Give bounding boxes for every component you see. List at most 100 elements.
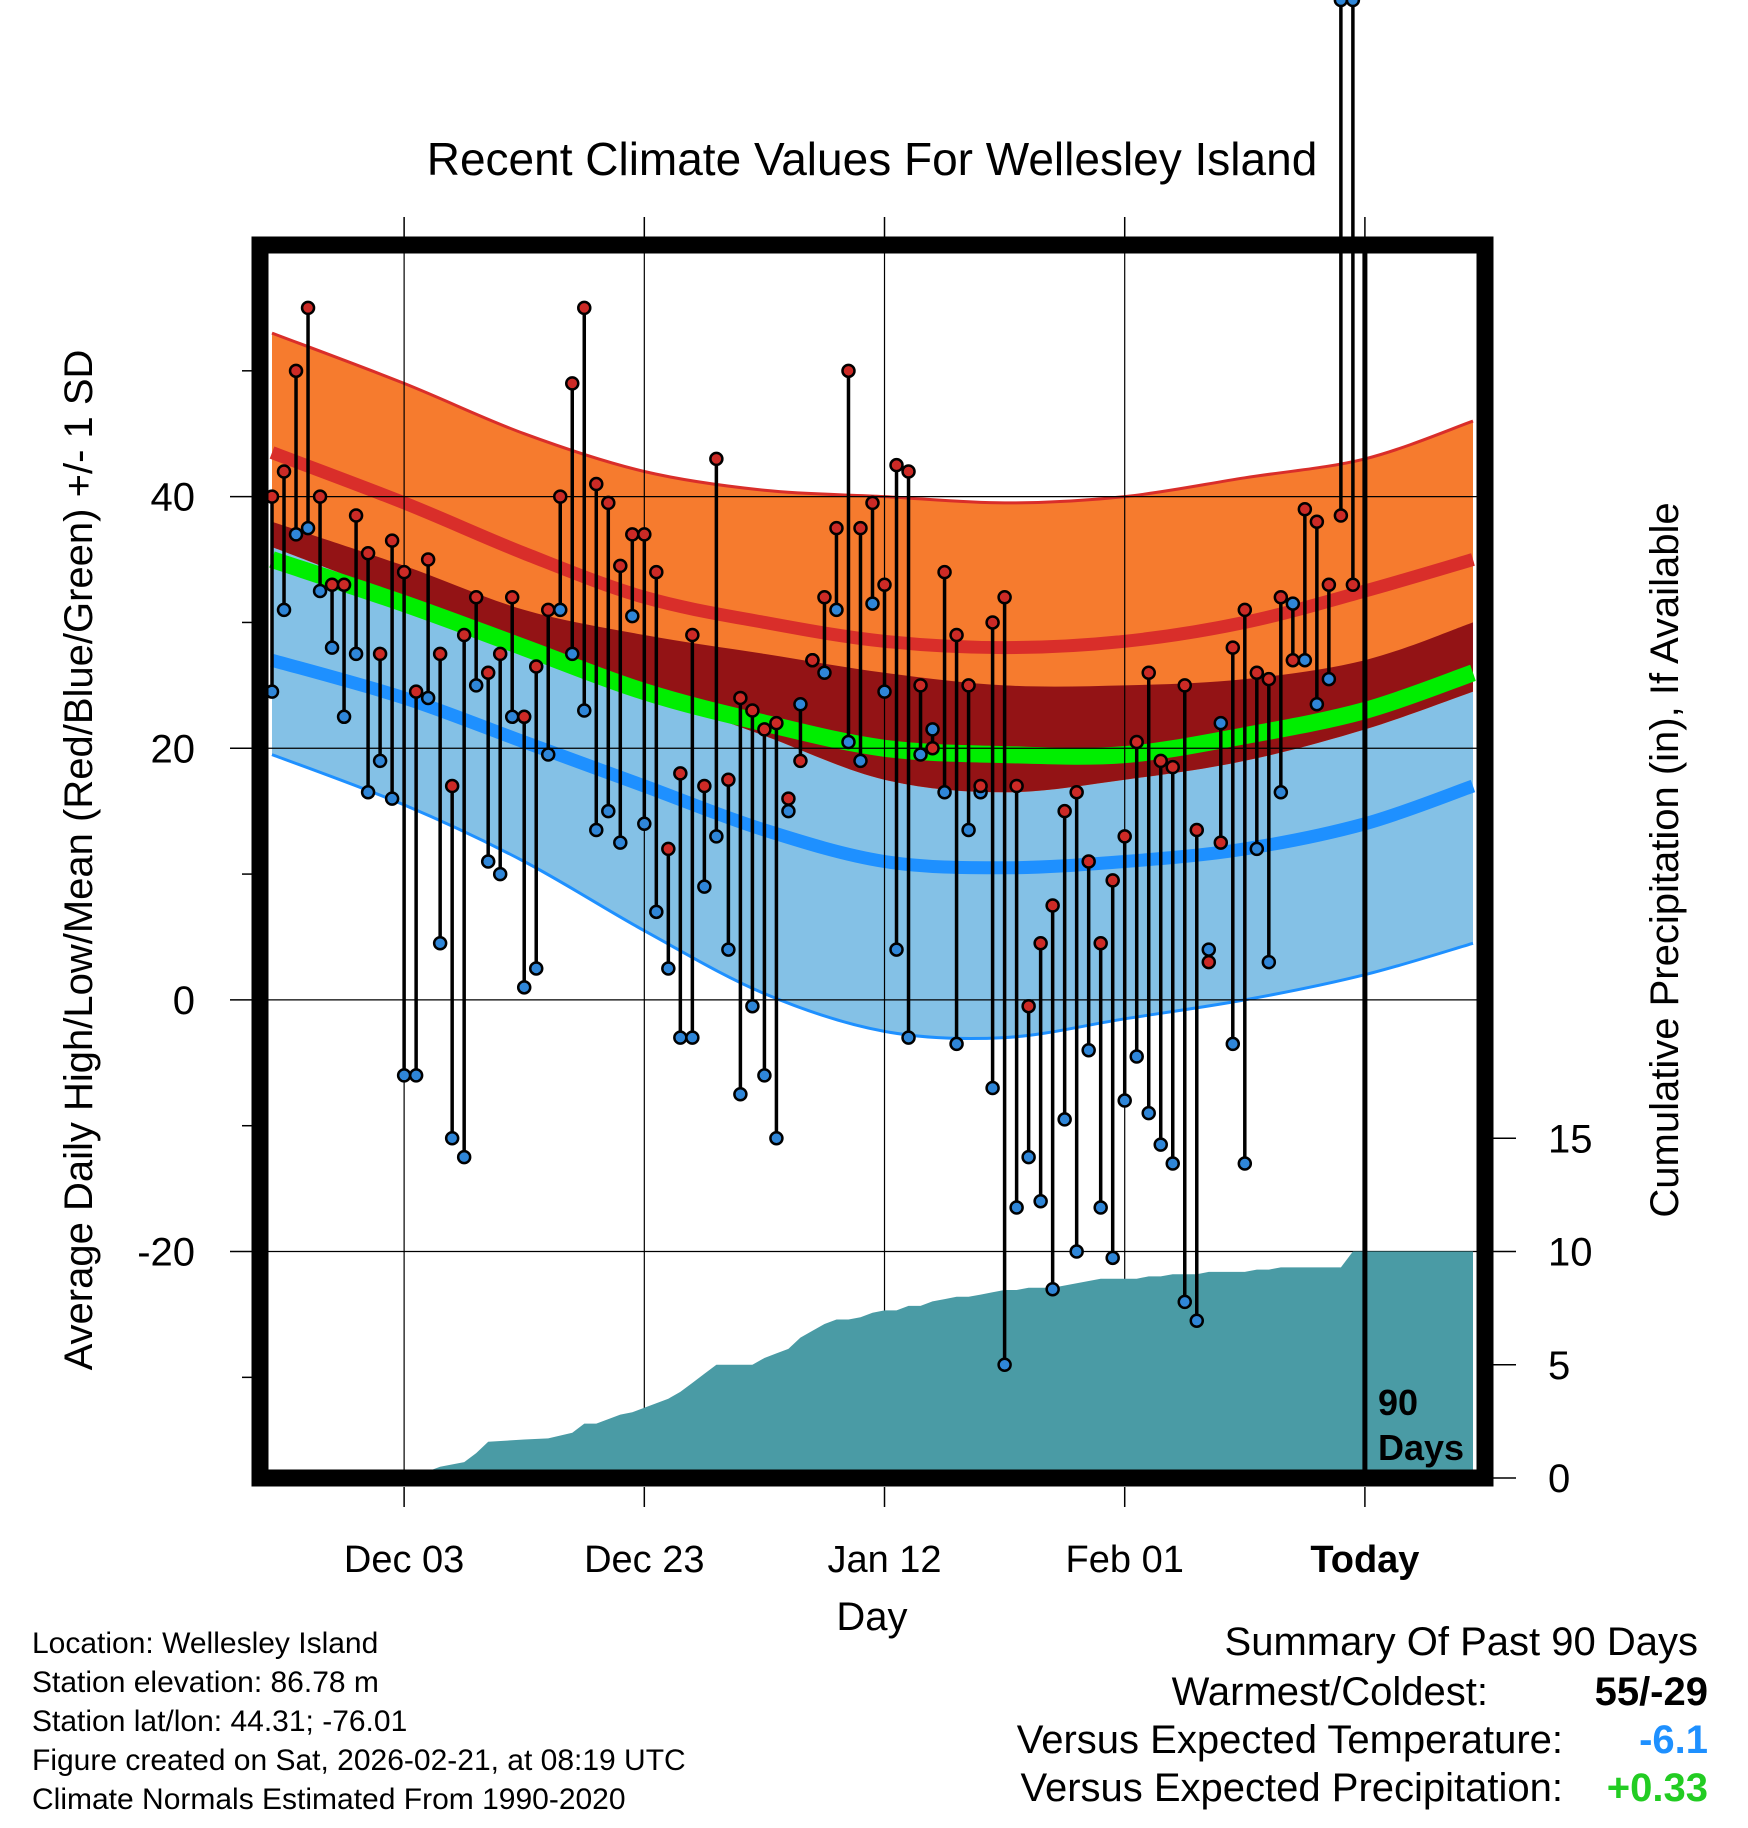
high-normal-line bbox=[269, 446, 1475, 655]
plot-frame bbox=[251, 236, 1494, 1487]
y-tick-label-left: 40 bbox=[151, 476, 196, 520]
daily-low-point bbox=[1093, 1200, 1108, 1215]
x-tick-label: Feb 01 bbox=[1066, 1539, 1184, 1581]
daily-low-point bbox=[901, 1030, 916, 1045]
y-tick-label-right: 0 bbox=[1548, 1457, 1570, 1501]
daily-high-point bbox=[913, 678, 928, 693]
daily-high-point bbox=[1177, 678, 1193, 693]
daily-low-point bbox=[997, 1357, 1012, 1373]
daily-high-point bbox=[360, 546, 376, 561]
daily-low-point bbox=[372, 753, 388, 769]
daily-low-point bbox=[913, 747, 928, 762]
y-tick-label-left: -20 bbox=[137, 1231, 195, 1275]
daily-low-point bbox=[841, 734, 856, 750]
daily-high-point bbox=[444, 778, 460, 794]
daily-high-point bbox=[949, 627, 964, 643]
daily-low-point bbox=[673, 1030, 688, 1045]
daily-high-point bbox=[613, 558, 628, 574]
daily-low-point bbox=[829, 602, 844, 618]
daily-low-point bbox=[1225, 1036, 1241, 1052]
y-tick-label-right: 5 bbox=[1548, 1344, 1570, 1388]
x-tick-label: Dec 03 bbox=[344, 1539, 464, 1581]
daily-low-point bbox=[853, 753, 868, 769]
daily-high-point bbox=[865, 495, 880, 511]
daily-high-point bbox=[1153, 753, 1168, 769]
daily-low-point bbox=[601, 803, 616, 819]
daily-high-point bbox=[1117, 829, 1132, 844]
daily-high-point bbox=[1033, 936, 1048, 951]
daily-low-point bbox=[589, 822, 604, 838]
cumulative-precip-area bbox=[272, 1251, 1473, 1478]
daily-high-point bbox=[1165, 759, 1180, 775]
chart-title: Recent Climate Values For Wellesley Isla… bbox=[427, 133, 1318, 185]
daily-high-point bbox=[697, 778, 712, 794]
daily-low-point bbox=[685, 1030, 700, 1045]
daily-high-point bbox=[276, 464, 292, 479]
daily-low-point bbox=[1237, 1156, 1253, 1171]
daily-low-point bbox=[540, 747, 556, 762]
daily-range-stems bbox=[270, 0, 1355, 1365]
daily-low-point bbox=[937, 785, 952, 800]
daily-high-point bbox=[1237, 602, 1253, 618]
axes: Dec 03 Dec 23 Jan 12 Feb 01 Today -20 0 20 40 0 5 1… bbox=[137, 217, 1593, 1581]
x-axis-label: Day bbox=[836, 1595, 907, 1639]
daily-low-point bbox=[985, 1080, 1000, 1096]
daily-high-point bbox=[552, 489, 568, 504]
daily-high-point bbox=[372, 646, 388, 662]
summary-temp-label: Versus Expected Temperature: bbox=[1016, 1718, 1563, 1762]
daily-high-point bbox=[769, 715, 784, 731]
info-normals: Climate Normals Estimated From 1990-2020 bbox=[32, 1783, 626, 1816]
daily-low-point bbox=[889, 942, 904, 957]
daily-high-point bbox=[733, 690, 748, 706]
daily-high-point bbox=[516, 709, 532, 725]
low-normal-line bbox=[270, 653, 1476, 875]
y-tick-label-left: 0 bbox=[173, 979, 195, 1023]
daily-low-point bbox=[661, 961, 676, 976]
info-elevation: Station elevation: 86.78 m bbox=[32, 1666, 379, 1699]
mean-normal-line bbox=[269, 551, 1476, 765]
daily-high-point bbox=[1201, 954, 1217, 970]
daily-high-point bbox=[565, 376, 580, 391]
summary-temp-value: -6.1 bbox=[1639, 1718, 1708, 1762]
daily-high-point bbox=[336, 577, 352, 592]
daily-low-point bbox=[516, 980, 532, 995]
daily-high-point bbox=[829, 520, 844, 536]
daily-low-point bbox=[949, 1036, 964, 1052]
daily-low-point bbox=[649, 904, 664, 920]
daily-high-point bbox=[1285, 652, 1301, 668]
daily-low-point bbox=[1309, 696, 1325, 712]
y-tick-label-left: 20 bbox=[151, 727, 196, 771]
daily-low-point bbox=[1333, 0, 1349, 8]
daily-high-point bbox=[1009, 778, 1024, 794]
daily-low-point bbox=[324, 640, 340, 655]
daily-high-point bbox=[901, 464, 916, 479]
daily-low-point bbox=[480, 854, 496, 869]
daily-high-point bbox=[1093, 936, 1108, 951]
daily-high-point bbox=[637, 527, 652, 542]
daily-high-point bbox=[745, 703, 760, 718]
daily-low-point bbox=[468, 678, 484, 693]
daily-high-point bbox=[1045, 898, 1060, 913]
today-label-line1: 90 bbox=[1378, 1382, 1418, 1423]
daily-high-point bbox=[1309, 514, 1325, 530]
daily-high-point bbox=[937, 564, 952, 580]
daily-low-point bbox=[1345, 0, 1361, 8]
y-tick-label-right: 10 bbox=[1548, 1231, 1593, 1275]
daily-high-point bbox=[673, 766, 688, 781]
daily-high-point bbox=[577, 300, 592, 316]
y-tick-label-right: 15 bbox=[1548, 1117, 1593, 1161]
daily-low-point bbox=[1045, 1282, 1060, 1297]
daily-high-point bbox=[456, 627, 472, 643]
daily-high-point bbox=[1129, 734, 1144, 750]
daily-high-point bbox=[589, 476, 604, 492]
daily-low-point bbox=[1297, 652, 1313, 668]
daily-high-point bbox=[1057, 803, 1072, 819]
daily-low-point bbox=[745, 998, 760, 1014]
info-created: Figure created on Sat, 2026-02-21, at 08… bbox=[32, 1744, 686, 1777]
x-tick-label: Dec 23 bbox=[584, 1539, 704, 1581]
summary-warmest-value: 55/-29 bbox=[1594, 1670, 1708, 1714]
daily-low-point bbox=[1273, 785, 1289, 800]
daily-high-point bbox=[1069, 785, 1084, 800]
daily-high-point bbox=[793, 753, 808, 769]
